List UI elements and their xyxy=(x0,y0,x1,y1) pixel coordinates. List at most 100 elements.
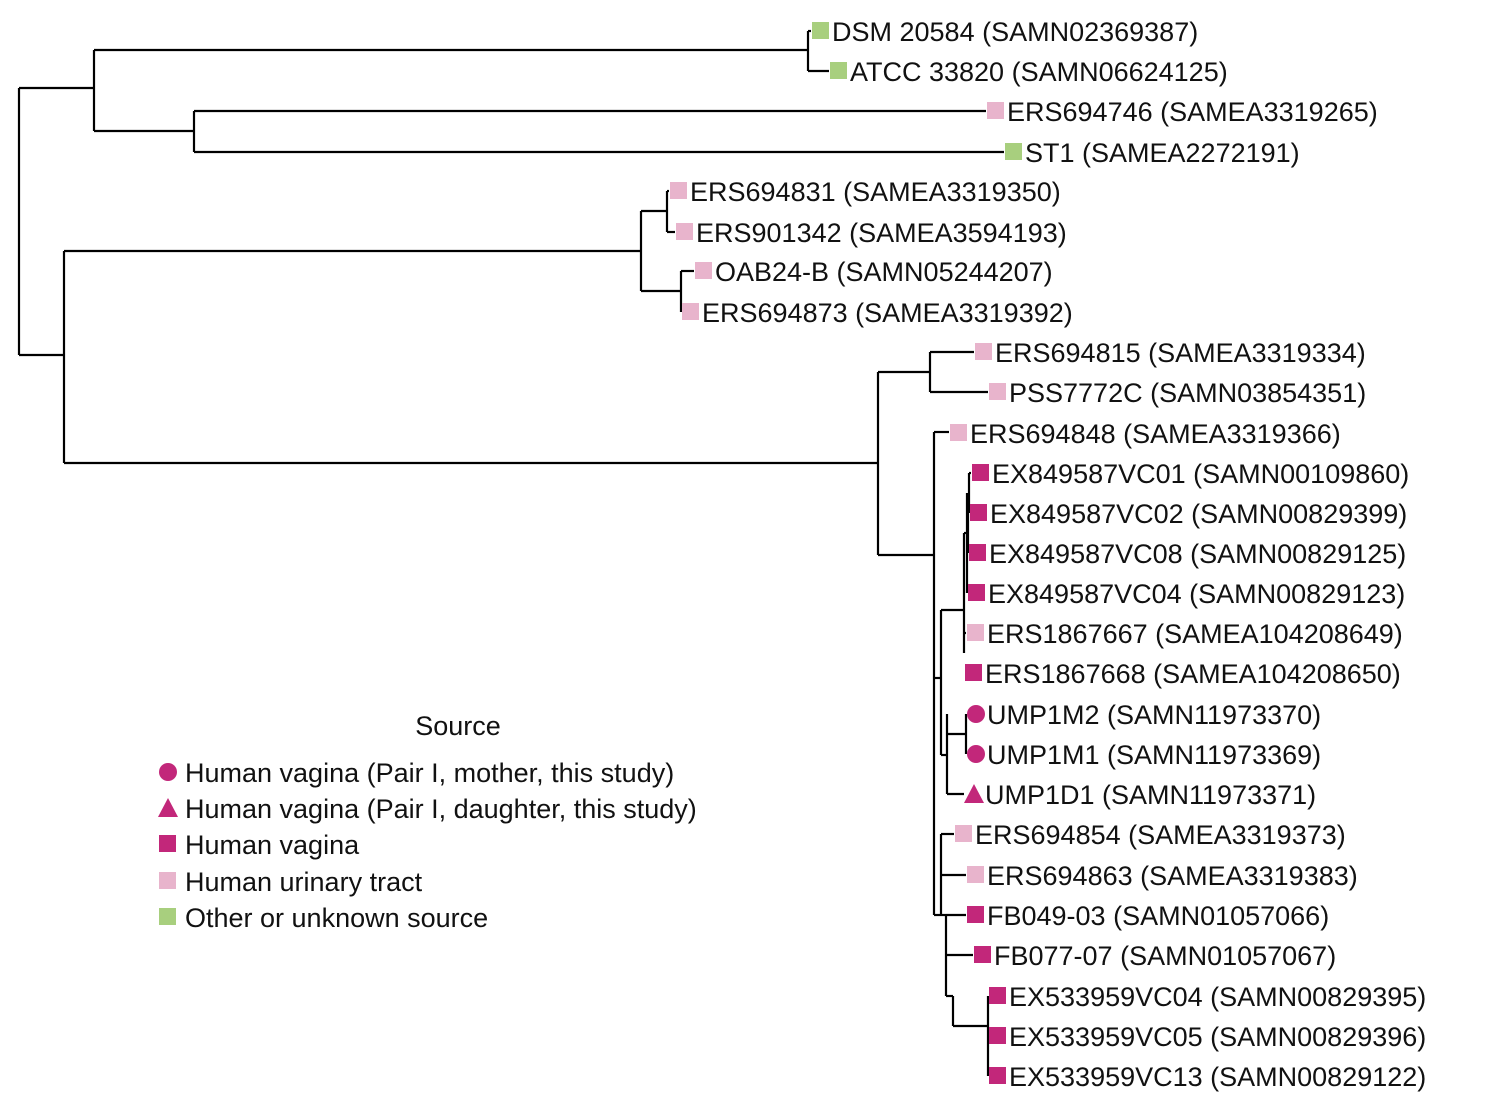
square-marker-icon xyxy=(968,584,985,601)
square-marker-icon xyxy=(989,1067,1006,1084)
legend-item-label: Human urinary tract xyxy=(185,867,423,897)
triangle-marker-icon xyxy=(158,798,178,817)
tree-branches xyxy=(17,29,1004,1076)
tree-leaf: FB077-07 (SAMN01057067) xyxy=(974,941,1336,971)
tree-leaf: EX849587VC02 (SAMN00829399) xyxy=(970,499,1407,529)
square-marker-icon xyxy=(830,62,847,79)
square-marker-icon xyxy=(159,872,176,889)
square-marker-icon xyxy=(967,906,984,923)
tree-leaf: EX533959VC13 (SAMN00829122) xyxy=(989,1062,1426,1092)
tree-leaf: OAB24-B (SAMN05244207) xyxy=(695,257,1053,287)
square-marker-icon xyxy=(969,544,986,561)
tree-leaf: UMP1M1 (SAMN11973369) xyxy=(967,740,1321,770)
leaf-label: EX849587VC01 (SAMN00109860) xyxy=(992,459,1409,489)
tree-leaf: EX533959VC05 (SAMN00829396) xyxy=(989,1022,1426,1052)
tree-leaf: EX849587VC08 (SAMN00829125) xyxy=(969,539,1406,569)
tree-leaf: ERS694746 (SAMEA3319265) xyxy=(987,97,1378,127)
legend-item: Human urinary tract xyxy=(159,867,423,897)
square-marker-icon xyxy=(676,223,693,240)
tree-leaf: ST1 (SAMEA2272191) xyxy=(1005,138,1300,168)
leaf-label: OAB24-B (SAMN05244207) xyxy=(715,257,1053,287)
tree-leaf: ERS901342 (SAMEA3594193) xyxy=(676,218,1067,248)
tree-leaf: ERS694863 (SAMEA3319383) xyxy=(967,861,1358,891)
tree-leaves: DSM 20584 (SAMN02369387) ATCC 33820 (SAMN… xyxy=(670,17,1426,1092)
tree-leaf: FB049-03 (SAMN01057066) xyxy=(967,901,1329,931)
legend-item: Human vagina (Pair I, daughter, this stu… xyxy=(158,794,697,824)
leaf-label: FB077-07 (SAMN01057067) xyxy=(994,941,1336,971)
square-marker-icon xyxy=(975,343,992,360)
square-marker-icon xyxy=(695,262,712,279)
legend-item-label: Other or unknown source xyxy=(185,903,488,933)
legend-items: Human vagina (Pair I, mother, this study… xyxy=(158,758,697,933)
leaf-label: ERS694831 (SAMEA3319350) xyxy=(690,177,1061,207)
square-marker-icon xyxy=(965,664,982,681)
leaf-label: DSM 20584 (SAMN02369387) xyxy=(832,17,1198,47)
square-marker-icon xyxy=(1005,143,1022,160)
leaf-label: UMP1M1 (SAMN11973369) xyxy=(987,740,1321,770)
tree-leaf: ERS1867667 (SAMEA104208649) xyxy=(967,619,1403,649)
square-marker-icon xyxy=(974,946,991,963)
legend-item-label: Human vagina xyxy=(185,830,360,860)
tree-leaf: PSS7772C (SAMN03854351) xyxy=(989,378,1366,408)
square-marker-icon xyxy=(159,835,176,852)
leaf-label: EX849587VC08 (SAMN00829125) xyxy=(989,539,1406,569)
legend-item-label: Human vagina (Pair I, mother, this study… xyxy=(185,758,674,788)
legend-item: Human vagina (Pair I, mother, this study… xyxy=(159,758,674,788)
square-marker-icon xyxy=(989,987,1006,1004)
leaf-label: ERS694815 (SAMEA3319334) xyxy=(995,338,1366,368)
square-marker-icon xyxy=(967,624,984,641)
square-marker-icon xyxy=(950,424,967,441)
tree-leaf: ERS694873 (SAMEA3319392) xyxy=(682,298,1073,328)
tree-leaf: ATCC 33820 (SAMN06624125) xyxy=(830,57,1228,87)
tree-leaf: DSM 20584 (SAMN02369387) xyxy=(812,17,1198,47)
square-marker-icon xyxy=(812,22,829,39)
leaf-label: ERS1867667 (SAMEA104208649) xyxy=(987,619,1403,649)
legend-item: Other or unknown source xyxy=(159,903,488,933)
circle-marker-icon xyxy=(967,745,985,763)
tree-leaf: ERS694854 (SAMEA3319373) xyxy=(955,820,1346,850)
square-marker-icon xyxy=(970,504,987,521)
square-marker-icon xyxy=(955,825,972,842)
tree-leaf: EX849587VC04 (SAMN00829123) xyxy=(968,579,1405,609)
square-marker-icon xyxy=(159,908,176,925)
tree-leaf: UMP1D1 (SAMN11973371) xyxy=(964,780,1316,810)
leaf-label: ERS694854 (SAMEA3319373) xyxy=(975,820,1346,850)
square-marker-icon xyxy=(987,102,1004,119)
tree-leaf: UMP1M2 (SAMN11973370) xyxy=(967,700,1321,730)
leaf-label: UMP1D1 (SAMN11973371) xyxy=(985,780,1316,810)
leaf-label: ERS694873 (SAMEA3319392) xyxy=(702,298,1073,328)
tree-leaf: EX533959VC04 (SAMN00829395) xyxy=(989,982,1426,1012)
leaf-label: FB049-03 (SAMN01057066) xyxy=(987,901,1329,931)
leaf-label: PSS7772C (SAMN03854351) xyxy=(1009,378,1366,408)
tree-leaf: ERS1867668 (SAMEA104208650) xyxy=(965,659,1401,689)
legend-item: Human vagina xyxy=(159,830,360,860)
leaf-label: ATCC 33820 (SAMN06624125) xyxy=(850,57,1228,87)
leaf-label: ERS901342 (SAMEA3594193) xyxy=(696,218,1067,248)
tree-leaf: ERS694831 (SAMEA3319350) xyxy=(670,177,1061,207)
leaf-label: EX533959VC13 (SAMN00829122) xyxy=(1009,1062,1426,1092)
square-marker-icon xyxy=(972,464,989,481)
tree-leaf: EX849587VC01 (SAMN00109860) xyxy=(972,459,1409,489)
legend-title: Source xyxy=(415,711,501,741)
leaf-label: ERS1867668 (SAMEA104208650) xyxy=(985,659,1401,689)
source-legend: Source Human vagina (Pair I, mother, thi… xyxy=(158,711,697,933)
leaf-label: ERS694746 (SAMEA3319265) xyxy=(1007,97,1378,127)
leaf-label: ST1 (SAMEA2272191) xyxy=(1025,138,1300,168)
triangle-marker-icon xyxy=(964,784,984,803)
square-marker-icon xyxy=(967,866,984,883)
square-marker-icon xyxy=(682,303,699,320)
leaf-label: EX533959VC04 (SAMN00829395) xyxy=(1009,982,1426,1012)
leaf-label: ERS694848 (SAMEA3319366) xyxy=(970,419,1341,449)
leaf-label: EX849587VC04 (SAMN00829123) xyxy=(988,579,1405,609)
leaf-label: UMP1M2 (SAMN11973370) xyxy=(987,700,1321,730)
legend-item-label: Human vagina (Pair I, daughter, this stu… xyxy=(185,794,697,824)
tree-leaf: ERS694815 (SAMEA3319334) xyxy=(975,338,1366,368)
circle-marker-icon xyxy=(159,763,177,781)
tree-leaf: ERS694848 (SAMEA3319366) xyxy=(950,419,1341,449)
leaf-label: EX533959VC05 (SAMN00829396) xyxy=(1009,1022,1426,1052)
leaf-label: ERS694863 (SAMEA3319383) xyxy=(987,861,1358,891)
square-marker-icon xyxy=(989,1027,1006,1044)
square-marker-icon xyxy=(989,383,1006,400)
square-marker-icon xyxy=(670,182,687,199)
